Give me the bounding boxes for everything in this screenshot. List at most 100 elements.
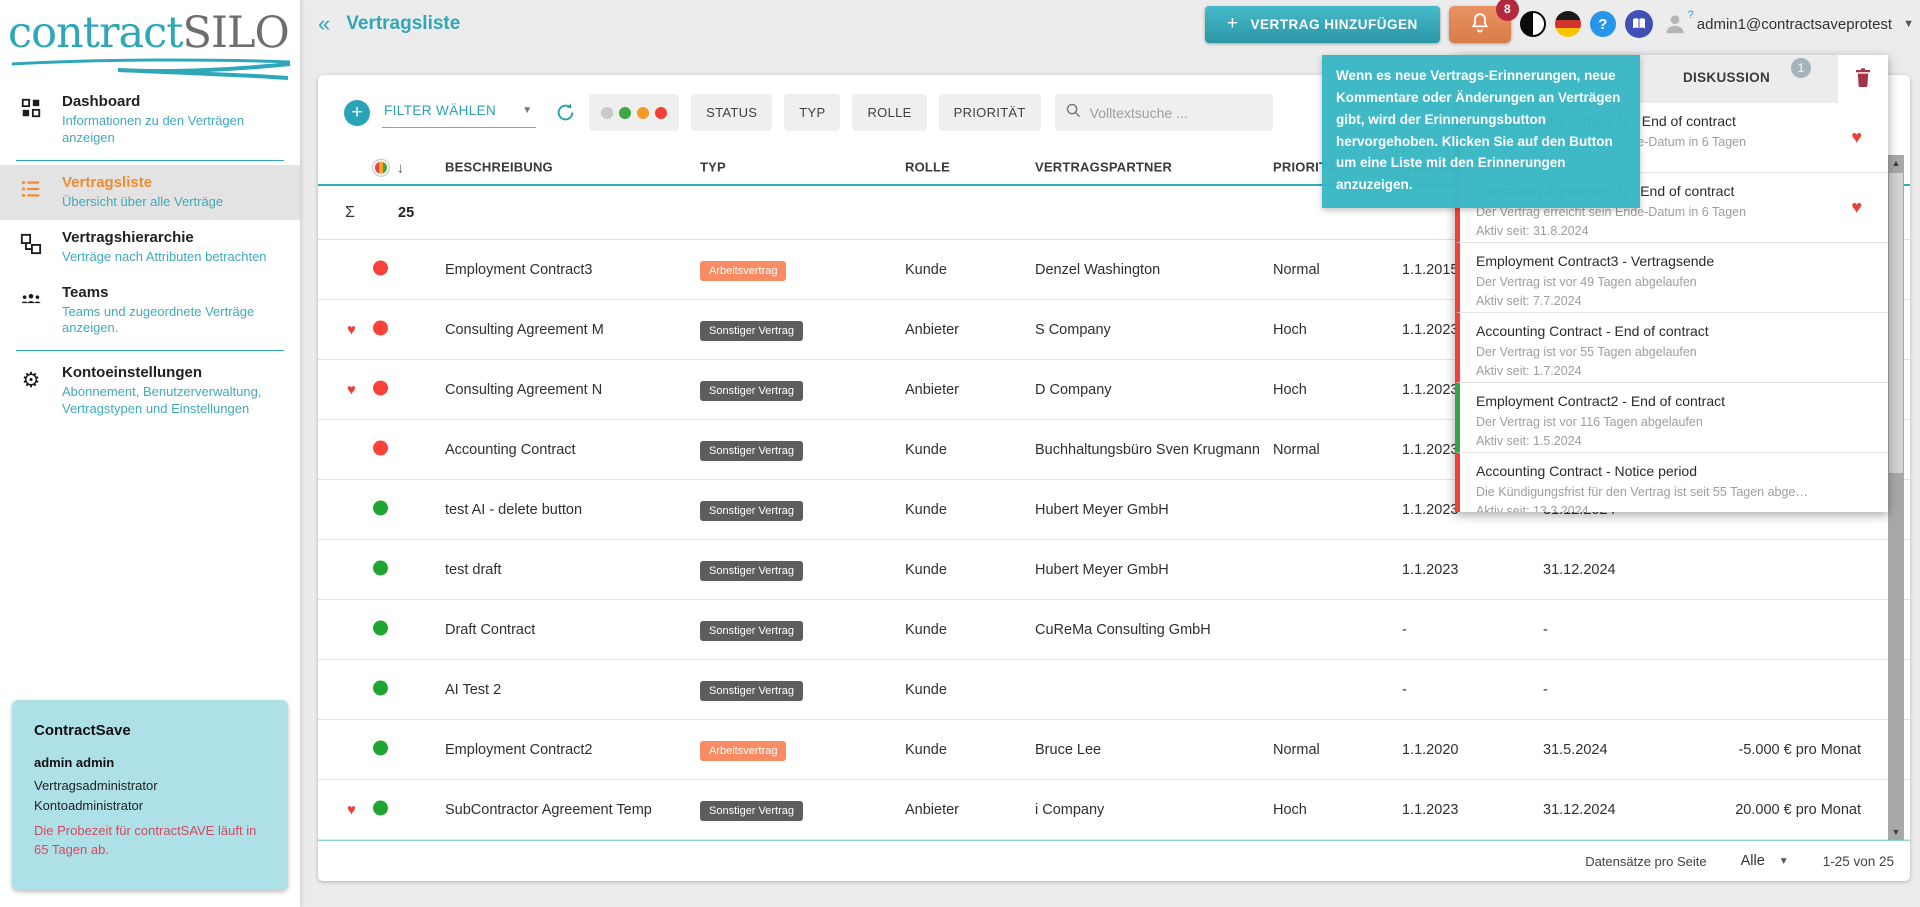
sidebar-item-vertragshierarchie[interactable]: Vertragshierarchie Verträge nach Attribu… bbox=[0, 220, 300, 275]
sidebar-item-subtitle: Abonnement, Benutzerverwaltung, Vertrags… bbox=[62, 384, 262, 417]
scroll-down-icon[interactable]: ▼ bbox=[1891, 827, 1901, 837]
status-dot-red bbox=[373, 380, 388, 395]
contract-partner: Denzel Washington bbox=[1035, 261, 1161, 278]
contract-description[interactable]: test draft bbox=[445, 561, 502, 578]
user-menu-caret-icon[interactable]: ▼ bbox=[1903, 18, 1914, 30]
filter-chip-rolle[interactable]: ROLLE bbox=[852, 94, 927, 131]
choose-filter-dropdown[interactable]: FILTER WÄHLEN ▼ bbox=[382, 97, 537, 128]
contract-description[interactable]: AI Test 2 bbox=[445, 681, 502, 698]
column-header-typ[interactable]: TYP bbox=[700, 159, 726, 175]
contract-end-date: 31.12.2024 bbox=[1543, 561, 1616, 578]
contract-role: Kunde bbox=[905, 261, 947, 278]
table-row[interactable]: Employment Contract3 Arbeitsvertrag Kund… bbox=[318, 240, 1910, 300]
table-row[interactable]: Draft Contract Sonstiger Vertrag Kunde C… bbox=[318, 600, 1910, 660]
table-row[interactable]: ♥ Consulting Agreement N Sonstiger Vertr… bbox=[318, 360, 1910, 420]
delete-reminders-button[interactable] bbox=[1838, 55, 1888, 103]
table-row[interactable]: Accounting Contract Sonstiger Vertrag Ku… bbox=[318, 420, 1910, 480]
bell-badge: 8 bbox=[1495, 0, 1519, 21]
table-row[interactable]: test AI - delete button Sonstiger Vertra… bbox=[318, 480, 1910, 540]
language-flag-icon[interactable] bbox=[1554, 11, 1581, 37]
status-dots-filter-chip[interactable] bbox=[589, 94, 680, 131]
reminder-item[interactable]: Employment Contract3 - Vertragsende Der … bbox=[1455, 243, 1888, 313]
table-row[interactable]: Employment Contract2 Arbeitsvertrag Kund… bbox=[318, 720, 1910, 780]
app-logo[interactable]: contractSILO bbox=[0, 0, 300, 58]
column-header-vertragspartner[interactable]: VERTRAGSPARTNER bbox=[1035, 159, 1173, 175]
tab-diskussion[interactable]: DISKUSSION bbox=[1683, 70, 1771, 85]
add-filter-icon[interactable]: + bbox=[344, 99, 370, 126]
favorite-heart-icon[interactable]: ♥ bbox=[347, 381, 356, 398]
sidebar-divider bbox=[16, 350, 284, 352]
filter-chip-prioritaet[interactable]: PRIORITÄT bbox=[938, 94, 1041, 131]
account-role: Kontoadministrator bbox=[34, 797, 144, 813]
trash-icon bbox=[1851, 65, 1875, 94]
table-row[interactable]: AI Test 2 Sonstiger Vertrag Kunde - - bbox=[318, 660, 1910, 720]
status-column-icon[interactable]: ↓ bbox=[372, 158, 405, 177]
add-contract-button[interactable]: + VERTRAG HINZUFÜGEN bbox=[1204, 5, 1440, 43]
filter-chip-status[interactable]: STATUS bbox=[691, 94, 773, 131]
favorite-heart-icon[interactable]: ♥ bbox=[1851, 127, 1862, 147]
contract-priority: Hoch bbox=[1273, 321, 1307, 338]
user-email[interactable]: admin1@contractsaveprotest bbox=[1696, 15, 1893, 33]
contract-value: 20.000 € pro Monat bbox=[1735, 801, 1861, 818]
favorite-heart-icon[interactable]: ♥ bbox=[347, 321, 356, 338]
table-row[interactable]: ♥ Consulting Agreement M Sonstiger Vertr… bbox=[318, 300, 1910, 360]
contract-description[interactable]: Consulting Agreement N bbox=[445, 381, 603, 398]
reminder-item[interactable]: Employment Contract2 - End of contract D… bbox=[1455, 383, 1888, 453]
user-avatar[interactable]: ? bbox=[1662, 9, 1694, 37]
scroll-up-icon[interactable]: ▲ bbox=[1891, 158, 1901, 168]
favorite-heart-icon[interactable]: ♥ bbox=[1851, 197, 1862, 217]
type-chip: Arbeitsvertrag bbox=[700, 740, 787, 761]
status-dot-green bbox=[373, 500, 388, 515]
sidebar-item-dashboard[interactable]: Dashboard Informationen zu den Verträgen… bbox=[0, 84, 300, 156]
filter-chip-typ[interactable]: TYP bbox=[784, 94, 841, 131]
reminder-active-since: Aktiv seit: 1.7.2024 bbox=[1476, 364, 1582, 378]
sidebar-item-teams[interactable]: Teams Teams und zugeordnete Verträge anz… bbox=[0, 275, 300, 347]
column-header-rolle[interactable]: ROLLE bbox=[905, 159, 951, 175]
table-row[interactable]: ♥ SubContractor Agreement Temp Sonstiger… bbox=[318, 780, 1910, 840]
contract-description[interactable]: SubContractor Agreement Temp bbox=[445, 801, 652, 818]
table-vertical-scrollbar[interactable]: ▲ ▼ bbox=[1888, 155, 1904, 840]
per-page-select[interactable]: Alle ▼ bbox=[1741, 853, 1789, 869]
dark-mode-toggle-icon[interactable] bbox=[1519, 11, 1546, 37]
contract-end-date: - bbox=[1543, 621, 1548, 638]
contract-start-date: 1.1.2023 bbox=[1402, 561, 1459, 578]
orange-dot-icon bbox=[637, 106, 650, 119]
reminder-item[interactable]: Accounting Contract - End of contract De… bbox=[1455, 313, 1888, 383]
sidebar-item-title: Kontoeinstellungen bbox=[62, 364, 202, 382]
contract-description[interactable]: Employment Contract3 bbox=[445, 261, 593, 278]
contract-partner: Hubert Meyer GmbH bbox=[1035, 561, 1169, 578]
contract-start-date: 1.1.2023 bbox=[1402, 801, 1459, 818]
contract-end-date: - bbox=[1543, 681, 1548, 698]
column-header-beschreibung[interactable]: BESCHREIBUNG bbox=[445, 159, 553, 175]
fulltext-search-box bbox=[1054, 94, 1273, 131]
manual-book-icon[interactable] bbox=[1624, 10, 1653, 38]
sigma-icon: Σ bbox=[345, 203, 355, 221]
top-header-bar: « Vertragsliste + VERTRAG HINZUFÜGEN 8 ?… bbox=[300, 0, 1920, 48]
favorite-heart-icon[interactable]: ♥ bbox=[347, 801, 356, 818]
table-summary-row: Σ 25 bbox=[318, 186, 1910, 240]
type-chip: Sonstiger Vertrag bbox=[700, 440, 803, 461]
contract-description[interactable]: Draft Contract bbox=[445, 621, 536, 638]
contract-priority: Hoch bbox=[1273, 381, 1307, 398]
help-icon[interactable]: ? bbox=[1589, 11, 1616, 37]
contract-description[interactable]: Employment Contract2 bbox=[445, 741, 593, 758]
contract-description[interactable]: Accounting Contract bbox=[445, 441, 576, 458]
table-body: Employment Contract3 Arbeitsvertrag Kund… bbox=[318, 240, 1910, 840]
refresh-icon[interactable] bbox=[554, 101, 577, 124]
contract-description[interactable]: test AI - delete button bbox=[445, 501, 583, 518]
sidebar-item-vertragsliste[interactable]: Vertragsliste Übersicht über alle Verträ… bbox=[0, 164, 300, 220]
sort-descending-icon[interactable]: ↓ bbox=[397, 159, 405, 176]
contract-start-date: 1.1.2023 bbox=[1402, 381, 1459, 398]
collapse-sidebar-icon[interactable]: « bbox=[318, 11, 331, 36]
type-chip: Sonstiger Vertrag bbox=[700, 380, 803, 401]
sidebar-item-kontoeinstellungen[interactable]: ⚙ Kontoeinstellungen Abonnement, Benutze… bbox=[0, 355, 300, 427]
contract-description[interactable]: Consulting Agreement M bbox=[445, 321, 604, 338]
status-dot-red bbox=[373, 260, 388, 275]
search-input[interactable] bbox=[1089, 104, 1260, 121]
search-icon bbox=[1065, 102, 1082, 124]
teams-icon bbox=[0, 284, 62, 338]
table-row[interactable]: test draft Sonstiger Vertrag Kunde Huber… bbox=[318, 540, 1910, 600]
reminders-bell-button[interactable]: 8 bbox=[1448, 0, 1519, 43]
reminder-item[interactable]: Accounting Contract - Notice period Die … bbox=[1455, 453, 1888, 512]
scrollbar-thumb[interactable] bbox=[1889, 173, 1903, 473]
